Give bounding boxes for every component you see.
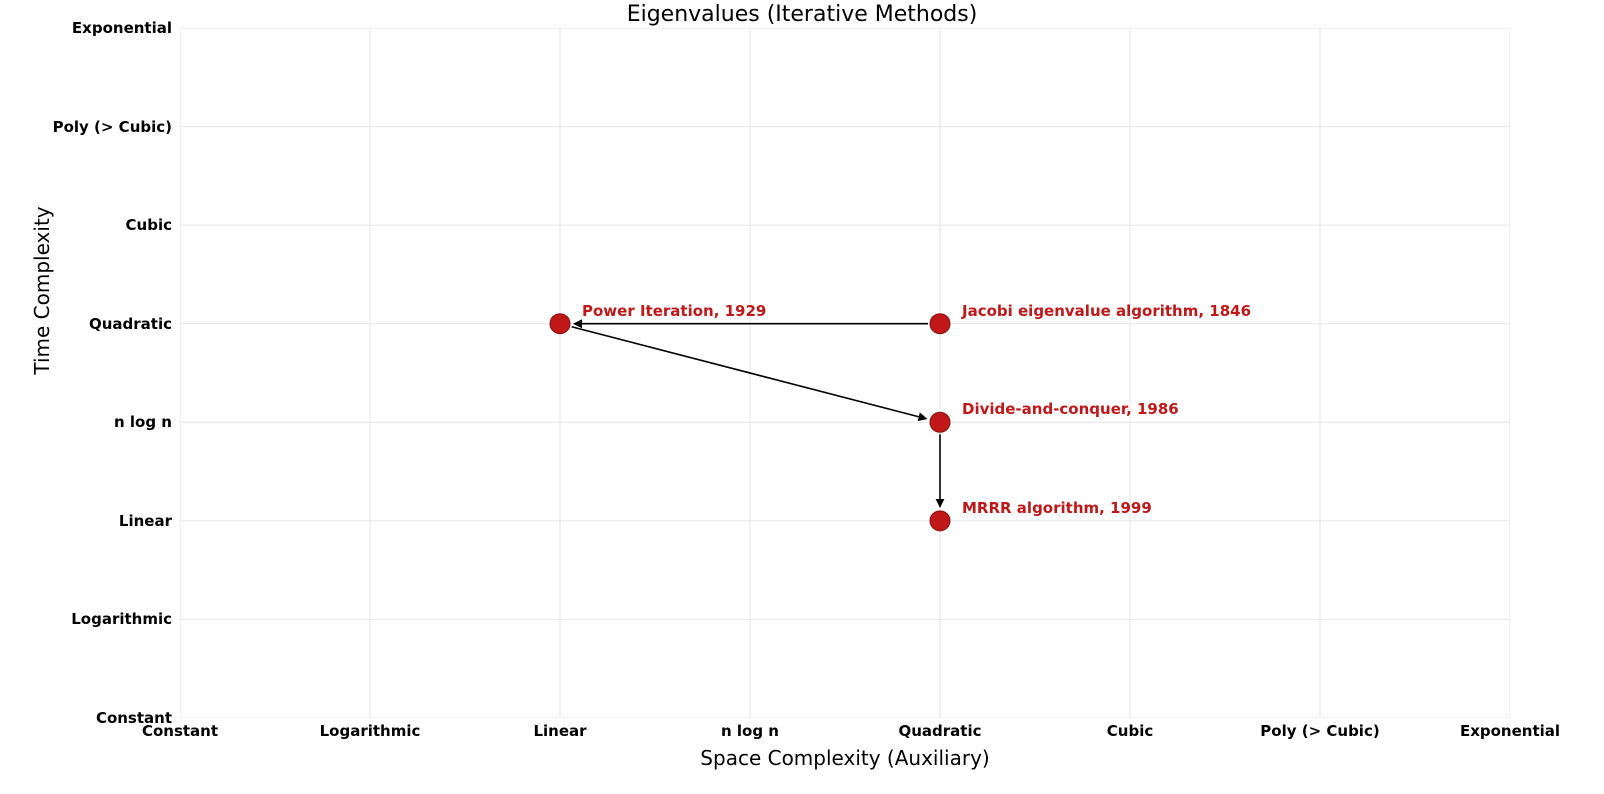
y-tick-label: Cubic	[126, 216, 172, 234]
node-power	[550, 314, 570, 334]
x-axis-label: Space Complexity (Auxiliary)	[180, 746, 1510, 770]
node-dac	[930, 412, 950, 432]
chart-title: Eigenvalues (Iterative Methods)	[0, 2, 1604, 27]
y-tick-label: Exponential	[72, 19, 172, 37]
node-jacobi	[930, 314, 950, 334]
node-label-power: Power Iteration, 1929	[582, 302, 766, 320]
x-tick-label: n log n	[721, 722, 779, 740]
x-tick-label: Logarithmic	[320, 722, 421, 740]
node-label-jacobi: Jacobi eigenvalue algorithm, 1846	[962, 302, 1251, 320]
node-mrrr	[930, 511, 950, 531]
y-tick-label: n log n	[114, 413, 172, 431]
node-label-dac: Divide-and-conquer, 1986	[962, 400, 1179, 418]
y-tick-label: Poly (> Cubic)	[53, 118, 172, 136]
x-tick-label: Quadratic	[898, 722, 981, 740]
y-tick-label: Linear	[119, 512, 172, 530]
plot-svg	[180, 28, 1510, 718]
x-tick-label: Cubic	[1107, 722, 1153, 740]
node-label-mrrr: MRRR algorithm, 1999	[962, 499, 1152, 517]
x-tick-label: Linear	[533, 722, 586, 740]
y-tick-label: Quadratic	[89, 315, 172, 333]
eigenvalues-chart: Eigenvalues (Iterative Methods) Time Com…	[0, 0, 1604, 794]
plot-area	[180, 28, 1510, 718]
x-tick-label: Poly (> Cubic)	[1260, 722, 1379, 740]
x-tick-label: Exponential	[1460, 722, 1560, 740]
y-tick-label: Constant	[96, 709, 172, 727]
edge-arrow	[572, 327, 927, 419]
y-axis-label: Time Complexity	[30, 118, 54, 463]
y-tick-label: Logarithmic	[71, 610, 172, 628]
